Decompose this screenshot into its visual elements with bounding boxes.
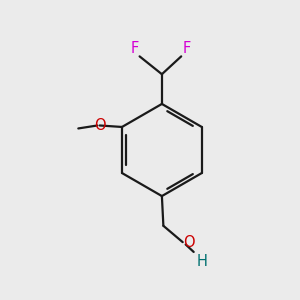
Text: H: H xyxy=(197,254,208,269)
Text: O: O xyxy=(184,235,195,250)
Text: F: F xyxy=(182,41,190,56)
Text: O: O xyxy=(94,118,106,133)
Text: F: F xyxy=(130,41,138,56)
